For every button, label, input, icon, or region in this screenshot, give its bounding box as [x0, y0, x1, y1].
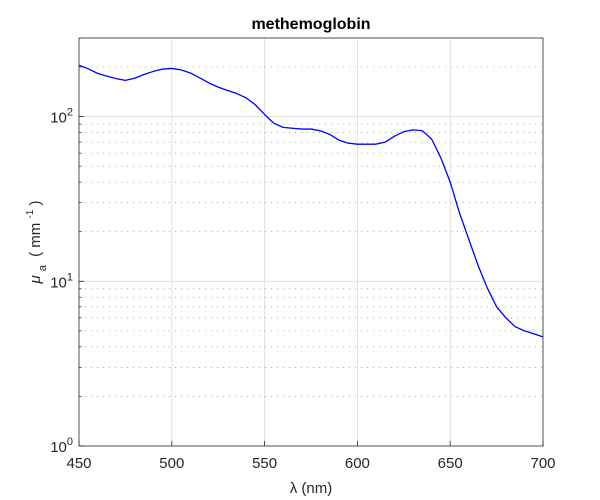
series-line [78, 64, 544, 338]
x-tick-label: 500 [159, 455, 184, 472]
y-tick-label: 101 [50, 271, 73, 291]
y-axis-label-subscript: a [37, 264, 49, 271]
plot-background [79, 38, 543, 446]
y-tick-label: 102 [50, 107, 73, 127]
x-tick-labels: 450 500 550 600 650 700 [66, 455, 555, 472]
x-tick-label: 550 [252, 455, 277, 472]
x-tick-label: 450 [66, 455, 91, 472]
y-axis-label-unit: ( mm [27, 223, 44, 257]
x-tick-label: 600 [345, 455, 370, 472]
x-tick-label: 650 [438, 455, 463, 472]
x-tick-label: 700 [530, 455, 555, 472]
series-layer [78, 64, 544, 338]
plot-frame [78, 37, 544, 447]
chart-title: methemoglobin [251, 16, 370, 33]
y-axis-label: μ a ( mm -1 ) [20, 200, 50, 284]
y-tick-labels: 100 101 102 [50, 107, 73, 456]
y-axis-label-close: ) [27, 200, 44, 205]
y-tick-label: 100 [50, 436, 73, 456]
y-axis-label-symbol: μ [27, 275, 44, 284]
grid [79, 37, 543, 446]
x-axis-label: λ (nm) [290, 480, 333, 497]
y-axis-label-exponent: -1 [25, 209, 36, 218]
